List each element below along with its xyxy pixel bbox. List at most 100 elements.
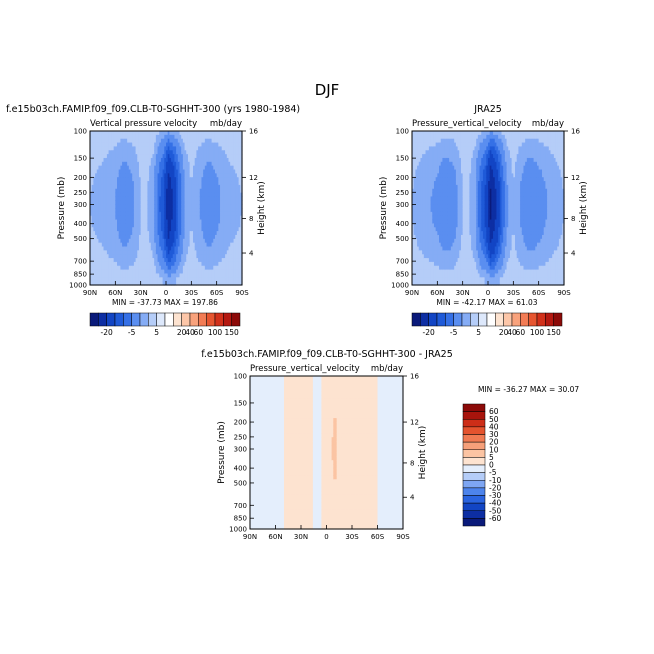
contour-cell [177,242,181,248]
contour-cell [160,173,164,178]
contour-cell [223,142,226,147]
contour-cell [422,208,425,213]
contour-cell [427,138,430,144]
contour-cell [435,150,438,155]
contour-cell [101,215,105,221]
contour-cell [432,204,435,209]
contour-cell [135,177,138,182]
contour-cell [95,231,98,236]
contour-cell [162,231,165,236]
contour-cell [220,173,223,178]
contour-cell [120,150,123,155]
contour-cell [118,234,121,240]
contour-cell [236,161,240,167]
contour-cell [240,154,243,159]
contour-cell [111,131,115,136]
contour-cell [194,277,197,282]
contour-cell [169,131,172,136]
contour-cell [413,238,416,244]
contour-cell [101,227,105,232]
contour-cell [171,131,174,136]
contour-cell [174,150,177,155]
contour-cell [423,258,427,263]
contour-cell [132,234,135,240]
contour-cell [132,281,135,286]
contour-cell [213,261,216,267]
contour-cell [93,219,96,224]
contour-cell [147,215,150,221]
contour-cell [422,138,425,144]
contour-cell [203,173,206,178]
contour-cell [110,231,113,236]
contour-cell [236,238,240,244]
contour-cell [147,169,150,174]
contour-cell [186,238,189,244]
contour-cell [412,184,415,190]
contour-cell [147,254,150,259]
contour-cell [240,134,243,140]
contour-cell [91,150,94,155]
contour-cell [179,196,182,201]
contour-cell [127,161,130,167]
contour-cell [172,169,176,174]
contour-cell [231,211,235,217]
contour-cell [181,154,184,159]
contour-cell [138,215,142,221]
contour-cell [233,157,236,163]
contour-cell [115,273,118,278]
contour-cell [430,154,433,159]
contour-cell [125,146,128,151]
contour-cell [231,258,235,263]
contour-cell [111,208,115,213]
contour-cell [162,196,165,201]
contour-cell [176,273,179,278]
contour-cell [111,273,115,278]
contour-cell [122,281,125,286]
contour-cell [164,188,167,194]
contour-cell [164,211,167,217]
contour-cell [220,250,223,255]
contour-cell [417,258,420,263]
contour-cell [223,150,226,155]
contour-cell [236,234,240,240]
contour-cell [159,184,162,190]
contour-cell [209,219,213,224]
contour-cell [130,211,133,217]
contour-cell [100,200,103,205]
contour-cell [225,227,228,232]
contour-cell [209,146,213,151]
contour-cell [117,261,120,267]
contour-cell [157,146,160,151]
contour-cell [164,273,167,278]
contour-cell [135,188,138,194]
contour-cell [159,281,162,286]
contour-cell [223,131,226,136]
contour-cell [174,181,177,186]
contour-cell [240,227,243,232]
contour-cell [169,181,172,186]
contour-cell [128,254,132,259]
contour-cell [422,246,425,251]
contour-cell [138,208,142,213]
contour-cell [118,223,121,228]
contour-cell [135,250,138,255]
contour-cell [147,208,150,213]
contour-cell [422,161,425,167]
contour-cell [218,273,221,278]
contour-cell [154,181,157,186]
contour-cell [90,131,93,136]
contour-cell [110,196,113,201]
y-right-axis-title: Height (km) [257,181,267,235]
contour-cell [179,192,182,198]
contour-cell [105,192,108,198]
x-tick-label: 60S [210,289,224,297]
contour-cell [439,157,442,163]
contour-cell [132,131,135,136]
contour-cell [108,134,111,140]
contour-cell [196,254,199,259]
contour-cell [418,181,422,186]
contour-cell [199,254,203,259]
contour-cell [98,150,101,155]
contour-cell [105,188,108,194]
contour-cell [130,223,133,228]
